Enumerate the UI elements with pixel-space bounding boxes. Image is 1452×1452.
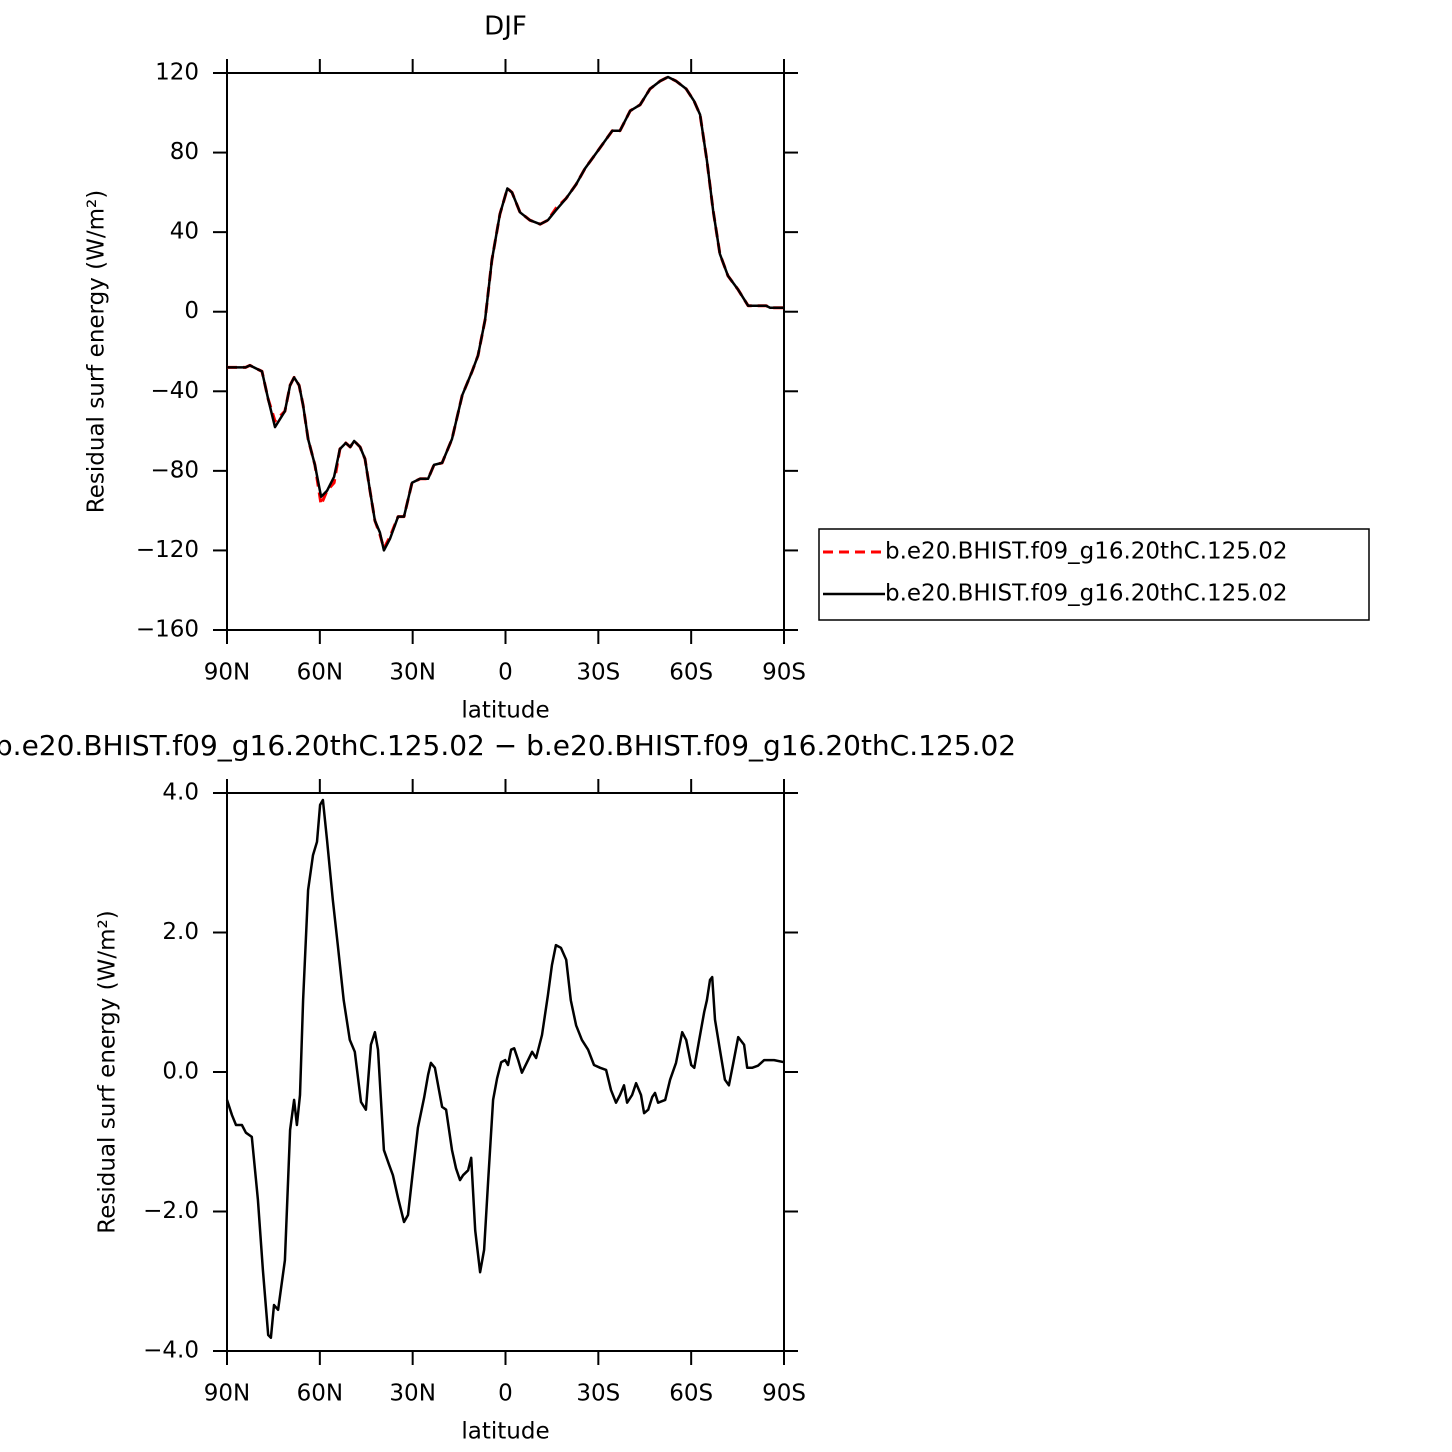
x-tick-label: 30N [389,660,435,686]
y-tick-label: −2.0 [143,1198,199,1224]
y-tick-label: 4.0 [162,780,199,806]
y-tick-label: 80 [170,139,199,165]
y-axis-label: Residual surf energy (W/m²) [84,190,110,513]
y-tick-label: 0 [184,298,199,324]
y-tick-label: −40 [150,378,199,404]
x-tick-label: 90S [762,1381,806,1407]
y-tick-label: −4.0 [143,1338,199,1364]
y-tick-label: 120 [155,60,199,86]
x-tick-label: 0 [498,1381,513,1407]
legend-label: b.e20.BHIST.f09_g16.20thC.125.02 [885,581,1287,607]
y-tick-label: 0.0 [162,1059,199,1085]
data-line [227,75,784,552]
chart-title: b.e20.BHIST.f09_g16.20thC.125.02 − b.e20… [0,729,1016,762]
legend-box [818,528,1370,621]
x-tick-label: 0 [498,660,513,686]
x-tick-label: 90N [204,660,250,686]
x-tick-label: 60S [669,1381,713,1407]
x-axis-label: latitude [461,698,549,724]
x-tick-label: 90N [204,1381,250,1407]
x-tick-label: 90S [762,660,806,686]
y-axis-label: Residual surf energy (W/m²) [95,910,121,1233]
x-tick-label: 30S [576,1381,620,1407]
y-tick-label: 40 [170,219,199,245]
x-tick-label: 60N [297,660,343,686]
legend-label: b.e20.BHIST.f09_g16.20thC.125.02 [885,539,1287,565]
y-tick-label: −80 [150,457,199,483]
data-line [227,75,784,550]
x-tick-label: 30S [576,660,620,686]
plot-frame [226,72,785,631]
x-tick-label: 60N [297,1381,343,1407]
x-tick-label: 30N [389,1381,435,1407]
legend: b.e20.BHIST.f09_g16.20thC.125.02 b.e20.BH… [818,528,1370,621]
x-axis-label: latitude [461,1419,549,1445]
y-tick-label: −120 [136,537,199,563]
data-line [225,798,785,1339]
x-tick-label: 60S [669,660,713,686]
y-tick-label: −160 [136,617,199,643]
y-tick-label: 2.0 [162,919,199,945]
chart-title: DJF [484,12,527,42]
plot-frame [226,792,785,1352]
